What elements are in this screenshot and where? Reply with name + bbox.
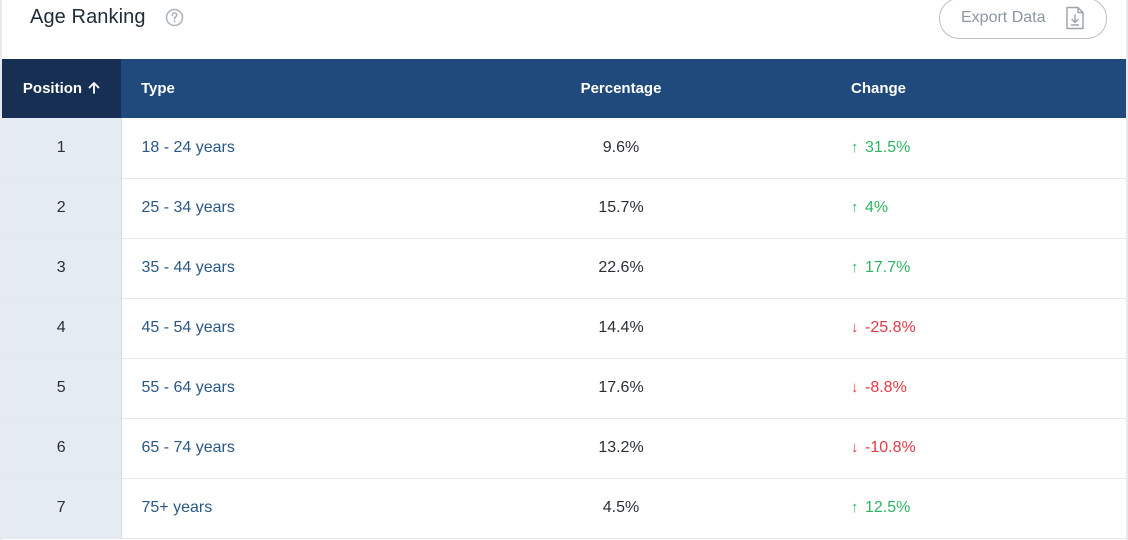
table-row: 7 75+ years 4.5% ↑ 12.5% — [2, 478, 1126, 538]
position-cell: 5 — [2, 358, 122, 418]
column-header-position-label: Position — [22, 79, 83, 97]
type-link[interactable]: 25 - 34 years — [141, 199, 235, 216]
percentage-cell: 13.2% — [598, 439, 644, 456]
change-cell: ↑ 4% — [731, 178, 1126, 238]
percentage-cell: 15.7% — [598, 199, 644, 216]
change-cell: ↑ 31.5% — [731, 118, 1126, 178]
table-header-row: Position Type Percentage Change — [2, 59, 1126, 118]
change-value: -10.8% — [865, 439, 916, 456]
type-link[interactable]: 65 - 74 years — [141, 439, 235, 456]
arrow-up-icon — [88, 81, 100, 98]
table-row: 2 25 - 34 years 15.7% ↑ 4% — [2, 178, 1126, 238]
percentage-cell: 14.4% — [598, 319, 644, 336]
change-cell: ↑ 12.5% — [731, 478, 1126, 538]
percentage-cell: 17.6% — [598, 379, 644, 396]
table-row: 5 55 - 64 years 17.6% ↓ -8.8% — [2, 358, 1126, 418]
change-value: -8.8% — [865, 379, 907, 396]
table-row: 6 65 - 74 years 13.2% ↓ -10.8% — [2, 418, 1126, 478]
type-link[interactable]: 55 - 64 years — [141, 379, 235, 396]
age-ranking-table: Position Type Percentage Change 1 18 - 2… — [2, 59, 1126, 539]
type-link[interactable]: 45 - 54 years — [141, 319, 235, 336]
position-cell: 2 — [2, 178, 122, 238]
arrow-down-icon: ↓ — [851, 379, 859, 396]
column-header-type[interactable]: Type — [141, 80, 175, 97]
arrow-down-icon: ↓ — [851, 319, 859, 336]
panel-header: Age Ranking Export Data — [2, 0, 1126, 59]
change-value: 12.5% — [865, 499, 911, 516]
position-cell: 1 — [2, 118, 122, 178]
change-value: -25.8% — [865, 319, 916, 336]
change-cell: ↓ -25.8% — [731, 298, 1126, 358]
table-row: 3 35 - 44 years 22.6% ↑ 17.7% — [2, 238, 1126, 298]
change-value: 31.5% — [865, 138, 911, 156]
position-cell: 7 — [2, 478, 122, 538]
export-data-label: Export Data — [961, 9, 1046, 26]
arrow-up-icon: ↑ — [851, 499, 859, 516]
panel-title: Age Ranking — [30, 6, 146, 28]
position-cell: 4 — [2, 298, 122, 358]
change-value: 17.7% — [865, 259, 911, 276]
arrow-up-icon: ↑ — [851, 138, 859, 156]
type-link[interactable]: 35 - 44 years — [141, 259, 235, 276]
percentage-cell: 22.6% — [598, 259, 644, 276]
percentage-cell: 9.6% — [602, 138, 640, 156]
position-cell: 6 — [2, 418, 122, 478]
column-header-change[interactable]: Change — [851, 80, 907, 97]
export-data-button[interactable]: Export Data — [939, 0, 1107, 39]
file-download-icon — [1065, 6, 1085, 30]
type-link[interactable]: 75+ years — [141, 499, 213, 516]
help-circle-icon[interactable] — [165, 8, 184, 27]
arrow-up-icon: ↑ — [851, 199, 859, 216]
column-header-position[interactable]: Position — [2, 59, 121, 118]
type-link[interactable]: 18 - 24 years — [141, 138, 235, 156]
change-cell: ↑ 17.7% — [731, 238, 1126, 298]
table-row: 1 18 - 24 years 9.6% ↑ 31.5% — [2, 118, 1126, 178]
table-row: 4 45 - 54 years 14.4% ↓ -25.8% — [2, 298, 1126, 358]
column-header-percentage[interactable]: Percentage — [580, 80, 662, 97]
change-cell: ↓ -8.8% — [731, 358, 1126, 418]
table-header: Position Type Percentage Change — [2, 59, 1126, 118]
percentage-cell: 4.5% — [602, 499, 640, 516]
arrow-up-icon: ↑ — [851, 259, 859, 276]
position-cell: 3 — [2, 238, 122, 298]
change-cell: ↓ -10.8% — [731, 418, 1126, 478]
arrow-down-icon: ↓ — [851, 439, 859, 456]
table-body: 1 18 - 24 years 9.6% ↑ 31.5% 2 25 - 34 ye… — [2, 118, 1126, 538]
change-value: 4% — [865, 199, 889, 216]
